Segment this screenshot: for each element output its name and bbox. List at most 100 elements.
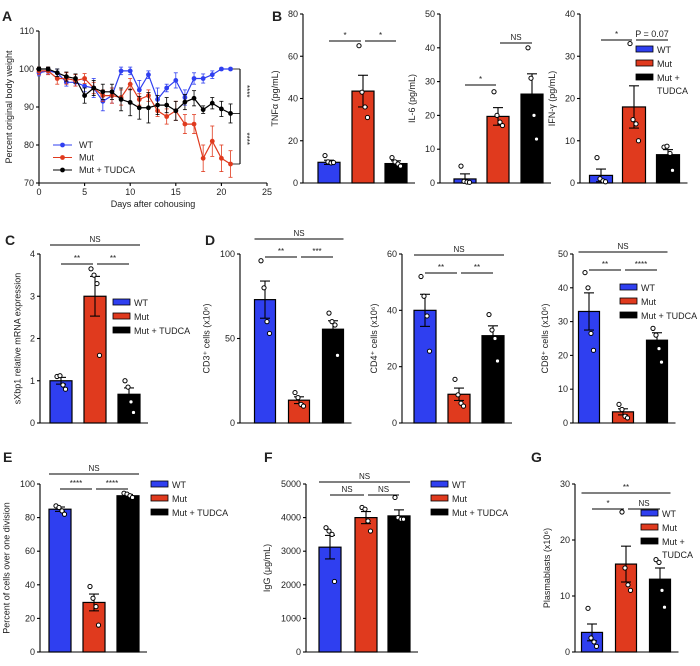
y-axis-label: CD8⁺ cells (x10⁶) (540, 304, 550, 374)
y-axis-label: Percent original body weight (4, 50, 14, 164)
panel-b3-bar-chart: 0 10 20 30 40 IFN-γ (pg/mL) * P = 0.07 WT Mut Mut … (547, 9, 688, 188)
data-point (258, 258, 264, 264)
y-tick-label: 80 (25, 513, 35, 523)
data-point (421, 293, 427, 299)
data-point (62, 386, 69, 392)
data-point (36, 66, 42, 72)
data-point (122, 378, 128, 384)
y-axis-label: CD4⁺ cells (x10⁶) (369, 304, 379, 374)
legend: WT Mut Mut + TUDCA (619, 283, 697, 321)
data-point (300, 403, 307, 409)
y-tick-label: 90 (24, 102, 34, 112)
significance-label: ** (474, 263, 480, 272)
data-point (365, 518, 371, 524)
data-point (146, 105, 151, 111)
data-point (164, 114, 170, 119)
y-axis-label: Plasmablasts (x10⁶) (542, 528, 552, 608)
data-point (60, 382, 66, 388)
y-tick-label: 80 (288, 9, 298, 19)
y-tick-label: 60 (387, 249, 397, 259)
data-point (292, 389, 298, 396)
y-tick-label: 40 (565, 9, 575, 19)
x-tick-label: 25 (262, 187, 272, 197)
y-tick-label: 40 (25, 580, 35, 590)
y-tick-label: 1 (30, 376, 35, 386)
data-point (45, 66, 51, 72)
bar-group-mut (82, 583, 106, 653)
y-tick-label: 50 (225, 334, 235, 344)
significance-label: **** (106, 479, 118, 488)
y-tick-label: 50 (425, 9, 435, 19)
data-point (57, 373, 63, 379)
data-point (191, 121, 197, 127)
panel-letter: B (272, 8, 282, 24)
data-point (635, 138, 642, 144)
data-point (266, 330, 273, 337)
y-axis-label: sXbp1 relative mRNA expression (13, 273, 23, 405)
data-point (91, 85, 97, 91)
y-tick-label: 100 (19, 64, 34, 74)
bar-group-wt (588, 155, 614, 185)
data-point (364, 114, 371, 121)
data-point (460, 403, 467, 409)
data-point (228, 111, 233, 116)
data-point (585, 605, 591, 611)
legend-label: Mut (452, 494, 468, 504)
y-tick-label: 10 (558, 384, 568, 394)
data-point (588, 635, 594, 641)
significance-label: NS (293, 229, 304, 238)
y-tick-label: 20 (25, 613, 35, 623)
bar-group-mut-tudca (117, 378, 141, 424)
data-point (455, 392, 461, 398)
y-tick-label: 0 (430, 178, 435, 188)
significance-label: ** (110, 254, 116, 263)
data-point (329, 319, 335, 325)
bar-group-wt (48, 503, 72, 653)
y-tick-label: 0 (392, 418, 397, 428)
y-tick-label: 2 (30, 334, 35, 344)
data-point (63, 74, 69, 79)
data-point (389, 155, 395, 161)
data-point (400, 516, 407, 522)
data-point (593, 643, 600, 650)
legend-label: WT (452, 480, 466, 490)
data-point (323, 525, 329, 531)
bar-group-wt (317, 152, 341, 184)
data-point (362, 104, 368, 110)
bar (645, 339, 669, 424)
panel-letter: D (205, 232, 215, 248)
bar-group-mut-tudca (648, 557, 672, 653)
bar (48, 508, 72, 653)
bar-group-wt (413, 273, 437, 424)
legend-label: WT (641, 283, 655, 293)
panel-letter: E (3, 449, 12, 465)
legend-marker (60, 155, 65, 160)
data-point (622, 565, 628, 571)
data-point (659, 587, 665, 594)
y-tick-label: 4000 (281, 513, 301, 523)
bar-group-wt (318, 525, 342, 653)
data-point (591, 639, 597, 645)
data-point (54, 70, 60, 76)
y-axis-label: IgG (μg/mL) (262, 544, 272, 592)
bar-group-mut-tudca (655, 143, 681, 184)
data-point (82, 93, 87, 98)
data-point (127, 81, 133, 87)
significance-label: * (615, 30, 618, 39)
legend-label: WT (662, 509, 676, 519)
data-point (136, 105, 142, 111)
legend-label: Mut + TUDCA (79, 165, 135, 175)
legend-swatch-2 (635, 73, 654, 81)
significance-label: NS (510, 33, 521, 42)
data-point (125, 384, 131, 390)
data-point (658, 359, 665, 365)
panel-letter: F (264, 449, 273, 465)
series-mut-tudca (36, 66, 240, 124)
y-tick-label: 4 (30, 249, 35, 259)
data-point (492, 335, 498, 342)
y-tick-label: 0 (296, 647, 301, 657)
bar-group-mut (486, 89, 510, 184)
data-point (191, 95, 197, 101)
y-tick-label: 5000 (281, 479, 301, 489)
